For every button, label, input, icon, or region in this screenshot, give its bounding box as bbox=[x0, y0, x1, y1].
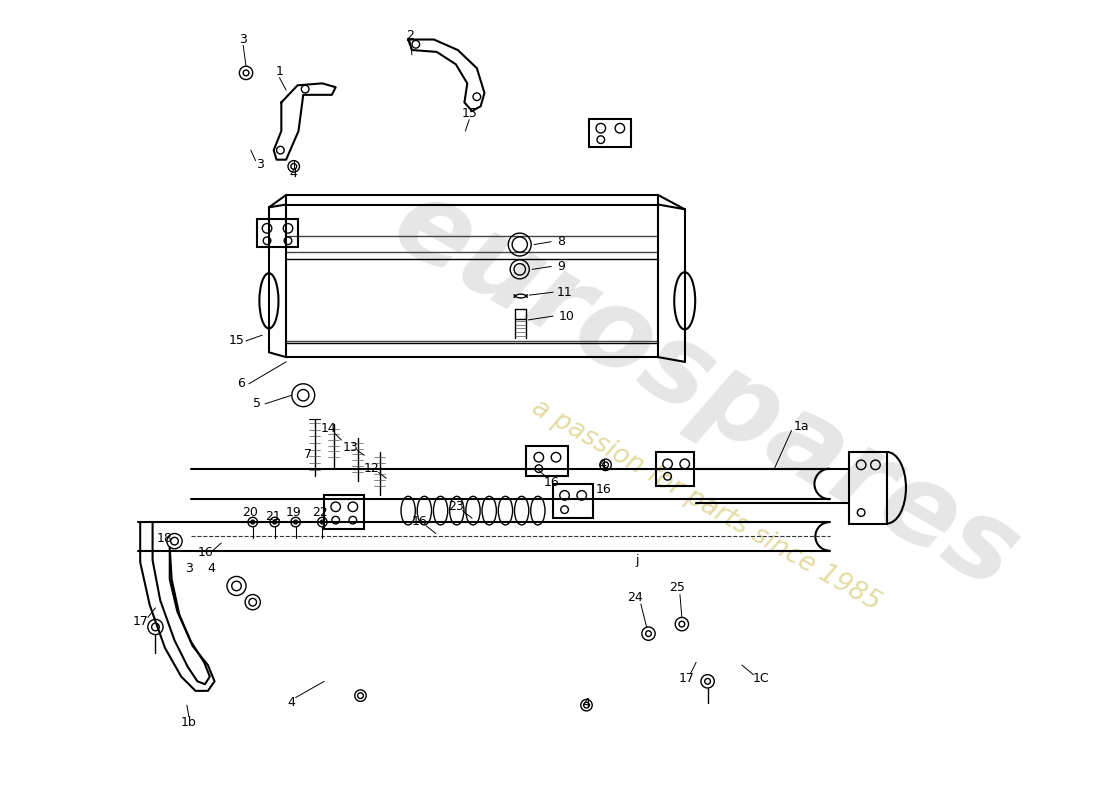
Text: 7: 7 bbox=[304, 448, 312, 461]
Text: 10: 10 bbox=[559, 310, 574, 322]
Text: 17: 17 bbox=[679, 672, 694, 685]
Text: 16: 16 bbox=[198, 546, 213, 559]
Text: 4: 4 bbox=[287, 696, 295, 709]
Text: 5: 5 bbox=[253, 398, 262, 410]
Text: 14: 14 bbox=[320, 422, 336, 435]
Text: 1: 1 bbox=[275, 66, 284, 78]
Text: 9: 9 bbox=[557, 260, 564, 273]
Text: 8: 8 bbox=[557, 235, 564, 248]
Text: eurospares: eurospares bbox=[375, 169, 1036, 613]
Text: 2: 2 bbox=[406, 30, 414, 42]
Text: 12: 12 bbox=[364, 462, 380, 475]
Text: 4: 4 bbox=[289, 166, 298, 179]
Text: 6: 6 bbox=[238, 378, 245, 390]
Text: 4: 4 bbox=[583, 697, 591, 710]
Text: 4: 4 bbox=[598, 458, 606, 471]
Text: 11: 11 bbox=[557, 286, 572, 298]
Text: 21: 21 bbox=[265, 510, 280, 523]
Text: 24: 24 bbox=[627, 591, 644, 604]
Text: 22: 22 bbox=[312, 506, 328, 519]
Text: 15: 15 bbox=[461, 107, 477, 121]
Text: 15: 15 bbox=[229, 334, 244, 347]
Text: 3: 3 bbox=[256, 158, 264, 171]
Text: 23: 23 bbox=[448, 500, 464, 514]
Text: 18: 18 bbox=[157, 532, 173, 545]
Text: 1a: 1a bbox=[793, 420, 808, 434]
Text: 25: 25 bbox=[669, 582, 685, 594]
Text: 1C: 1C bbox=[752, 672, 769, 685]
Text: 16: 16 bbox=[543, 475, 559, 489]
Text: 20: 20 bbox=[242, 506, 257, 519]
Text: 16: 16 bbox=[596, 483, 612, 496]
Text: 19: 19 bbox=[286, 506, 301, 519]
Text: 17: 17 bbox=[132, 614, 148, 628]
Text: 16: 16 bbox=[411, 514, 428, 528]
Text: 13: 13 bbox=[343, 441, 359, 454]
Text: 4: 4 bbox=[208, 562, 216, 575]
Text: 3: 3 bbox=[185, 562, 192, 575]
Text: 1b: 1b bbox=[180, 716, 197, 729]
Text: a passion for parts since 1985: a passion for parts since 1985 bbox=[527, 394, 884, 616]
Text: j: j bbox=[636, 554, 639, 566]
Text: 3: 3 bbox=[239, 33, 248, 46]
